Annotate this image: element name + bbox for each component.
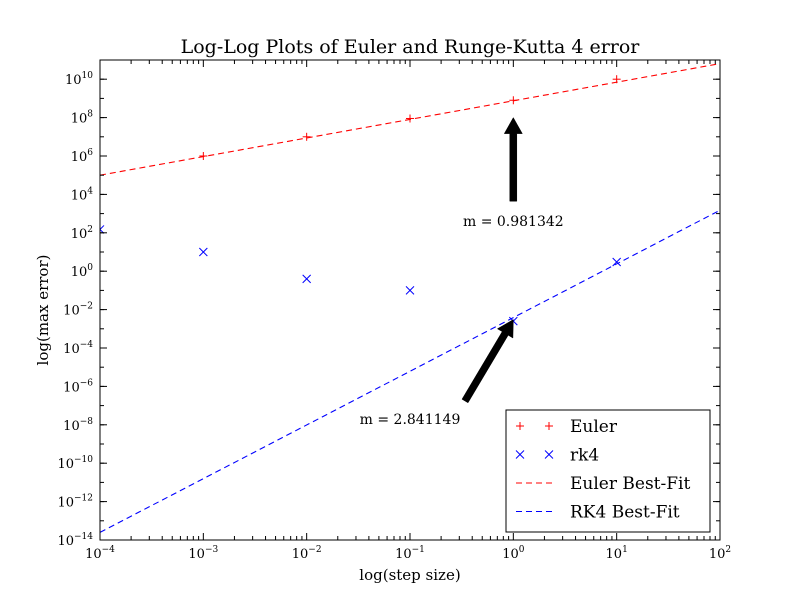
x-tick-label: 10−2 xyxy=(292,545,322,562)
x-tick-label: 10−1 xyxy=(395,545,425,562)
y-tick-label: 10−8 xyxy=(63,417,93,434)
rk4-point xyxy=(100,225,105,234)
y-axis-label: log(max error) xyxy=(34,255,52,366)
annotation-text: m = 2.841149 xyxy=(360,412,461,428)
legend-marker xyxy=(516,422,524,430)
y-tick-label: 10−2 xyxy=(63,302,93,319)
annotation-text: m = 0.981342 xyxy=(463,214,564,230)
x-axis-label: log(step size) xyxy=(359,566,460,584)
legend-item-euler: Euler xyxy=(516,417,618,437)
legend-label: Euler Best-Fit xyxy=(570,474,690,494)
legend-label: rk4 xyxy=(570,446,599,466)
y-tick-label: 10−6 xyxy=(63,378,93,395)
x-tick-label: 10−3 xyxy=(188,545,218,562)
rk4-point xyxy=(198,247,208,257)
y-tick-label: 10−14 xyxy=(57,532,93,549)
rk4-point xyxy=(405,286,415,295)
y-tick-label: 1010 xyxy=(65,71,93,88)
legend-label: Euler xyxy=(570,417,618,437)
x-tick-label: 10−4 xyxy=(85,545,115,562)
rk4-point xyxy=(302,274,312,284)
euler-best-fit-line xyxy=(100,63,720,176)
y-tick-label: 102 xyxy=(71,225,93,242)
legend-marker xyxy=(544,450,554,459)
legend-marker xyxy=(515,450,525,459)
rk4-point xyxy=(612,257,622,267)
y-tick-label: 10−12 xyxy=(57,494,93,511)
legend-item-euler-best-fit: Euler Best-Fit xyxy=(516,474,690,494)
chart-title: Log-Log Plots of Euler and Runge-Kutta 4… xyxy=(181,36,641,58)
x-tick-label: 101 xyxy=(606,545,628,562)
annotation-arrow xyxy=(461,319,514,404)
rk4-best-fit-line xyxy=(100,209,720,533)
euler-point xyxy=(406,114,414,123)
annotation-arrow xyxy=(503,117,523,202)
y-tick-label: 10−10 xyxy=(57,455,93,472)
y-tick-label: 108 xyxy=(71,110,94,127)
y-tick-label: 10−4 xyxy=(63,340,93,357)
y-tick-label: 100 xyxy=(71,263,94,280)
legend: Euler rk4 Euler Best-Fit RK4 Best-Fit xyxy=(505,409,711,533)
legend-item-rk4-best-fit: RK4 Best-Fit xyxy=(516,503,680,523)
legend-label: RK4 Best-Fit xyxy=(570,503,680,523)
x-tick-label: 100 xyxy=(502,545,525,562)
legend-marker xyxy=(545,422,553,430)
euler-point xyxy=(302,132,311,141)
legend-item-rk4: rk4 xyxy=(515,446,599,466)
y-tick-label: 104 xyxy=(71,186,94,203)
euler-point xyxy=(199,152,208,160)
x-tick-label: 102 xyxy=(709,545,731,562)
y-tick-label: 106 xyxy=(71,148,94,165)
